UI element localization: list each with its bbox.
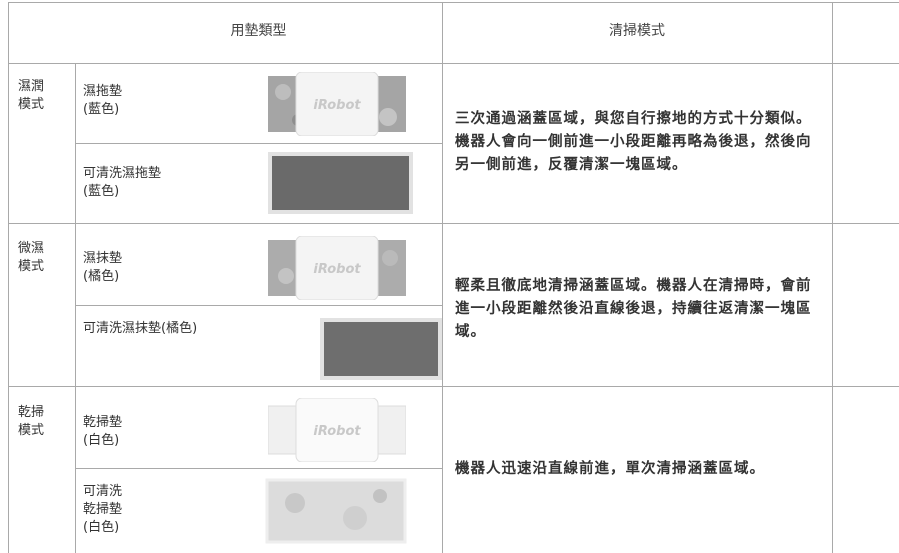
mode: 濕潤 模式 — [18, 79, 45, 112]
border — [8, 223, 899, 224]
pad-label: 濕拖墊 (藍色) — [83, 84, 123, 117]
border — [8, 386, 899, 387]
description: 三次通過涵蓋區域，與您自行擦地的方式十分類似。機器人會向一側前進一小段距離再略為… — [455, 111, 812, 173]
pad-image: iRobot — [268, 398, 406, 462]
logo: iRobot — [313, 98, 361, 113]
border — [832, 2, 833, 553]
mode: 微濕 模式 — [18, 241, 45, 274]
description: 輕柔且徹底地清掃涵蓋區域。機器人在清掃時，會前進一小段距離然後沿直線後退，持續往… — [455, 278, 812, 340]
logo: iRobot — [313, 262, 361, 277]
border — [75, 305, 442, 306]
pad-image — [320, 318, 442, 380]
mode: 乾掃 模式 — [18, 405, 45, 438]
pad-image: iRobot — [268, 236, 406, 300]
border — [8, 63, 899, 64]
header: 用墊類型 — [230, 23, 287, 39]
pad-image — [268, 152, 413, 214]
description: 機器人迅速沿直線前進，單次清掃涵蓋區域。 — [455, 461, 765, 477]
border — [75, 468, 442, 469]
pad-label: 乾掃墊 (白色) — [83, 415, 123, 448]
border — [75, 143, 442, 144]
border — [8, 2, 9, 553]
pad-label: 可清洗濕抹墊(橘色) — [83, 321, 198, 336]
border — [75, 63, 76, 553]
border — [8, 2, 899, 3]
logo: iRobot — [313, 424, 361, 439]
header: 清掃模式 — [609, 23, 665, 39]
pad-label: 可清洗 乾掃墊 (白色) — [83, 484, 123, 535]
pad-label: 濕抹墊 (橘色) — [83, 251, 123, 284]
pad-image: iRobot — [268, 72, 406, 136]
border — [442, 2, 443, 553]
pad-image — [265, 478, 407, 544]
pad-label: 可清洗濕拖墊 (藍色) — [83, 166, 162, 199]
